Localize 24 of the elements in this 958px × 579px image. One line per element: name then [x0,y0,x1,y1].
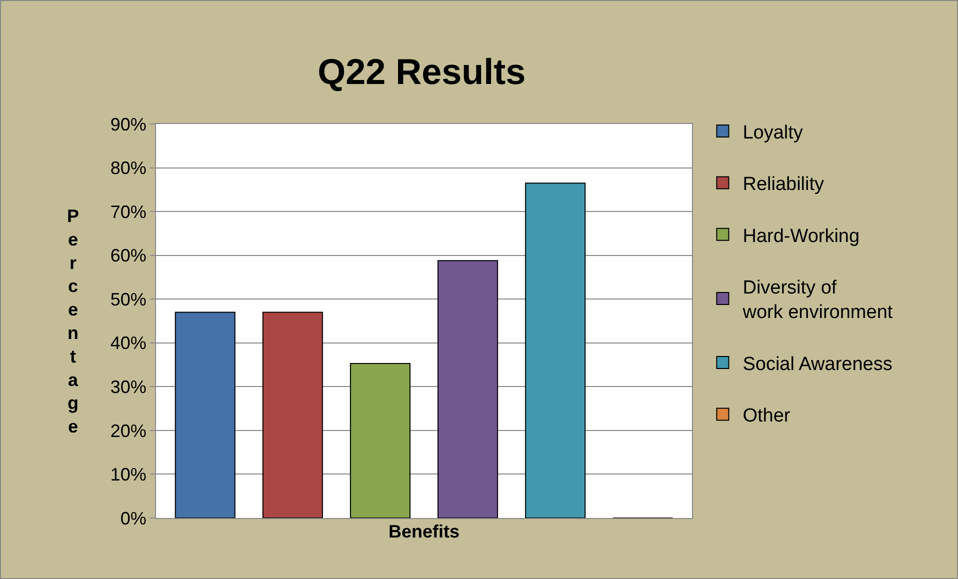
y-tick-label: 40% [110,333,146,354]
legend-label: Hard-Working [742,226,860,247]
y-tick-label: 10% [110,464,146,485]
text: Percentage [67,206,80,437]
y-tick-label: 30% [110,376,146,397]
bar [350,362,410,518]
legend-label: Social Awareness [742,354,892,375]
legend-label: Other [742,406,791,427]
y-tick-label: 0% [120,508,146,528]
y-tick-label: 60% [110,246,146,266]
y-tick-label: 80% [110,158,146,178]
chart-title: Q22 Results [318,50,526,92]
bar [262,312,323,518]
bar [525,182,586,518]
y-tick-label: 70% [110,202,146,222]
legend-label: Loyalty [742,122,804,144]
bar [174,312,236,518]
legend-label: Diversity of work environment [742,278,894,324]
x-axis-title: Benefits [388,522,460,542]
y-tick-label: 50% [110,289,146,310]
legend-label: Reliability [742,174,825,196]
y-tick-label: 90% [110,114,146,134]
y-tick-label: 20% [110,420,146,441]
bar [438,260,498,518]
